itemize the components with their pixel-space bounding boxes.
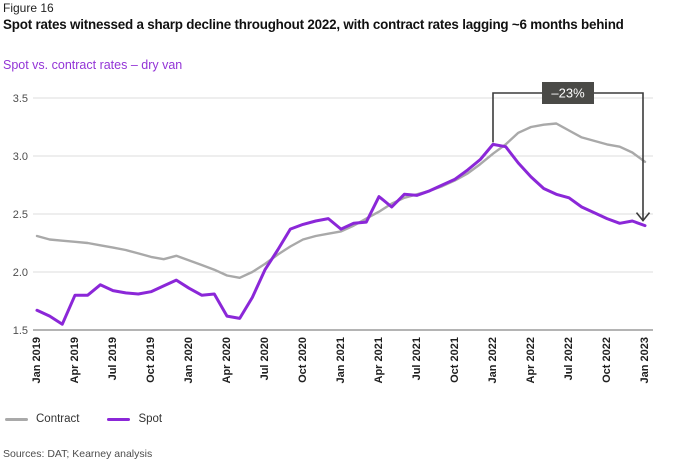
x-tick-label: Jul 2022 (563, 337, 575, 380)
x-tick-label: Jan 2023 (639, 337, 651, 383)
y-tick-label: 2.5 (13, 209, 28, 221)
decline-bracket (492, 92, 644, 221)
legend-label-spot: Spot (138, 413, 163, 425)
x-tick-label: Jul 2020 (259, 337, 271, 380)
y-tick-label: 3.0 (13, 151, 28, 163)
legend-item-spot: Spot (107, 413, 162, 425)
figure-label: Figure 16 (3, 1, 54, 15)
arrow-down-icon (635, 212, 651, 222)
x-tick-label: Apr 2021 (373, 337, 385, 383)
contract-rate-line (35, 122, 647, 279)
y-tick-label: 2.0 (13, 267, 28, 279)
page-title: Spot rates witnessed a sharp decline thr… (3, 17, 624, 32)
x-tick-label: Jan 2019 (31, 337, 43, 383)
contract-line-swatch (5, 417, 28, 421)
annotation-label: –23% (551, 86, 585, 101)
y-tick-label: 3.5 (13, 93, 28, 105)
chart-legend: Contract Spot (5, 413, 162, 425)
x-tick-label: Apr 2020 (221, 337, 233, 383)
legend-label-contract: Contract (36, 413, 80, 425)
x-tick-label: Jan 2021 (335, 337, 347, 383)
chart-subtitle: Spot vs. contract rates – dry van (3, 58, 183, 72)
x-tick-label: Jul 2021 (411, 337, 423, 380)
x-tick-label: Oct 2021 (449, 337, 461, 383)
annotation-box (542, 82, 594, 104)
spot-line-swatch (107, 417, 131, 421)
x-tick-label: Oct 2019 (145, 337, 157, 383)
x-tick-label: Jan 2022 (487, 337, 499, 383)
x-tick-label: Oct 2020 (297, 337, 309, 383)
source-note: Sources: DAT; Kearney analysis (3, 448, 153, 460)
x-tick-label: Apr 2022 (525, 337, 537, 383)
y-tick-label: 1.5 (13, 325, 28, 337)
legend-item-contract: Contract (5, 413, 79, 425)
x-tick-label: Oct 2022 (601, 337, 613, 383)
x-tick-label: Jan 2020 (183, 337, 195, 383)
x-tick-label: Apr 2019 (69, 337, 81, 383)
spot-rate-line (35, 142, 647, 326)
x-tick-label: Jul 2019 (107, 337, 119, 380)
